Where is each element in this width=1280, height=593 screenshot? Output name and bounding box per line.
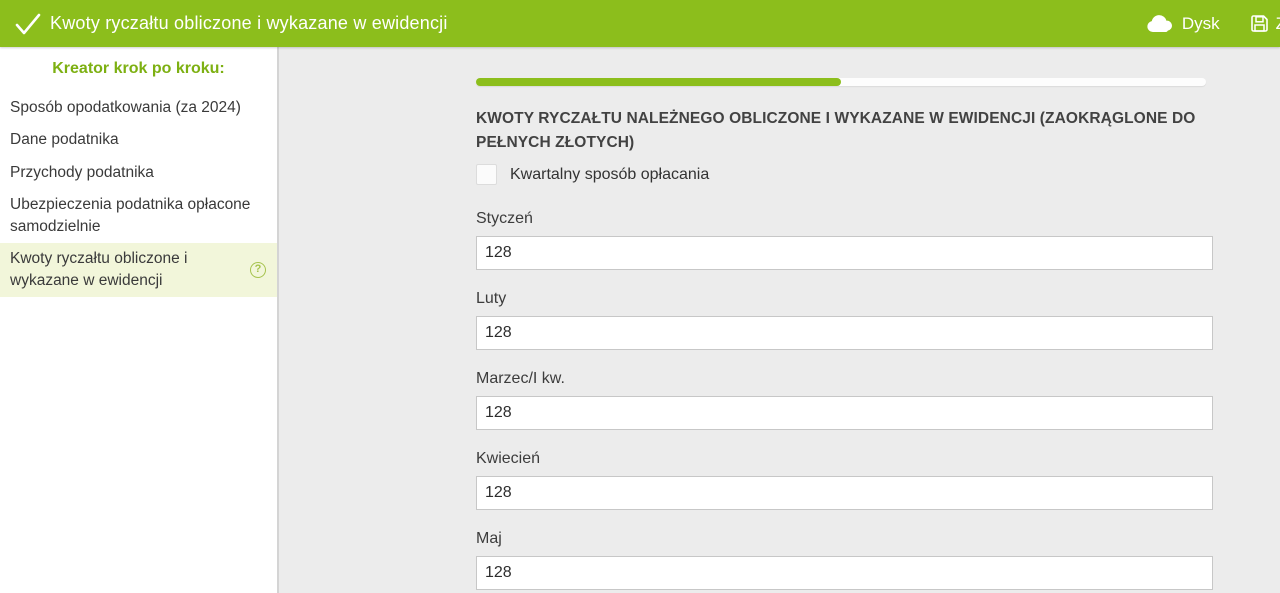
month-fields: Styczeń Luty Marzec/I kw. Kwiecień Maj (476, 209, 1213, 590)
main-panel: KWOTY RYCZAŁTU NALEŻNEGO OBLICZONE I WYK… (279, 47, 1280, 593)
disk-label: Dysk (1181, 13, 1220, 33)
cloud-icon (1147, 14, 1172, 32)
luty-input[interactable] (476, 316, 1213, 350)
sidebar-item-przychody-podatnika[interactable]: Przychody podatnika (10, 163, 154, 181)
marzec-input[interactable] (476, 396, 1213, 430)
sidebar-item-sposob-opodatkowania[interactable]: Sposób opodatkowania (za 2024) (10, 98, 241, 116)
kwiecien-input[interactable] (476, 476, 1213, 510)
sidebar-item-kwoty-ryczaltu[interactable]: Kwoty ryczałtu obliczone i wykazane w ew… (0, 242, 277, 297)
progress-bar (476, 78, 1206, 86)
sidebar-item-ubezpieczenia[interactable]: Ubezpieczenia podatnika opłacone samodzi… (10, 196, 251, 235)
quarterly-checkbox-row: Kwartalny sposób opłacania (476, 164, 1213, 185)
styczen-input[interactable] (476, 236, 1213, 270)
help-icon[interactable]: ? (250, 261, 266, 278)
field-label: Maj (476, 530, 502, 547)
section-heading: KWOTY RYCZAŁTU NALEŻNEGO OBLICZONE I WYK… (476, 110, 1196, 151)
progress-fill (476, 78, 841, 86)
sidebar-item-label: Kwoty ryczałtu obliczone i wykazane w ew… (10, 250, 188, 289)
save-icon (1250, 15, 1268, 32)
sidebar-item-dane-podatnika[interactable]: Dane podatnika (10, 131, 119, 148)
disk-button[interactable]: Dysk (1145, 14, 1220, 34)
wizard-sidebar: Kreator krok po kroku: Sposób opodatkowa… (0, 47, 279, 593)
header-actions: Dysk Z (1145, 14, 1280, 34)
save-label: Z (1276, 14, 1280, 34)
sidebar-heading: Kreator krok po kroku: (52, 60, 225, 77)
app-header: Kwoty ryczałtu obliczone i wykazane w ew… (0, 0, 1280, 47)
page-title: Kwoty ryczałtu obliczone i wykazane w ew… (50, 13, 448, 33)
field-label: Styczeń (476, 210, 533, 227)
field-maj: Maj (476, 529, 1213, 590)
field-label: Marzec/I kw. (476, 370, 565, 387)
check-icon (15, 13, 41, 34)
maj-input[interactable] (476, 556, 1213, 590)
quarterly-checkbox-label: Kwartalny sposób opłacania (510, 165, 710, 183)
field-styczen: Styczeń (476, 209, 1213, 270)
field-label: Kwiecień (476, 450, 541, 467)
field-marzec: Marzec/I kw. (476, 369, 1213, 430)
field-label: Luty (476, 290, 507, 307)
field-luty: Luty (476, 289, 1213, 350)
quarterly-checkbox[interactable] (476, 164, 497, 185)
field-kwiecien: Kwiecień (476, 449, 1213, 510)
save-button[interactable]: Z (1226, 14, 1280, 34)
